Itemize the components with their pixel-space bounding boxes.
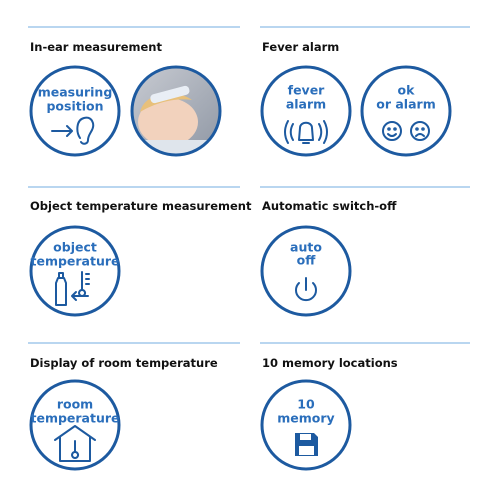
floppy-icon (295, 433, 318, 456)
icon-label: or alarm (376, 97, 435, 112)
icon-label: fever (288, 83, 326, 98)
icon-circle (260, 379, 352, 471)
heading: In-ear measurement (30, 40, 162, 54)
photo (132, 67, 220, 155)
icon-label: room (57, 397, 93, 412)
icon-label: object (53, 240, 97, 255)
heading: Display of room temperature (30, 356, 218, 370)
bottle-icon (55, 271, 90, 306)
heading: Automatic switch-off (262, 199, 397, 213)
icon-circle (29, 379, 121, 471)
icon-label: ok (398, 83, 416, 98)
photo-frame (130, 65, 222, 157)
ear-icon (51, 116, 95, 145)
icon-label: position (46, 99, 103, 114)
heading: 10 memory locations (262, 356, 398, 370)
icon-label: temperature (30, 411, 119, 426)
faces-icon (382, 121, 430, 141)
icon-label: off (297, 253, 317, 268)
icon-label: memory (277, 411, 334, 426)
heading: Object temperature measurement (30, 199, 252, 213)
bell-icon (284, 120, 328, 144)
icon-circle (29, 65, 121, 157)
icon-label: 10 (297, 397, 315, 412)
icon-label: temperature (30, 254, 119, 269)
power-icon (295, 277, 317, 302)
icon-label: measuring (38, 85, 113, 100)
icon-circle (29, 225, 121, 317)
heading: Fever alarm (262, 40, 339, 54)
house-icon (54, 425, 96, 462)
icon-circle (260, 225, 352, 317)
icon-label: auto (290, 240, 322, 255)
icon-label: alarm (286, 97, 326, 112)
